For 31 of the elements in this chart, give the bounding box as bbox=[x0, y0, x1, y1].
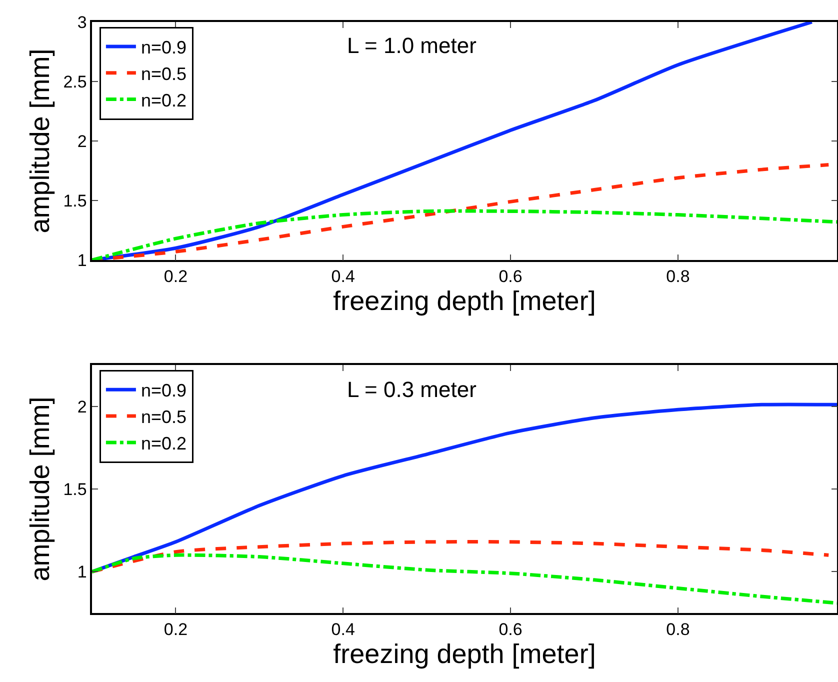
annotation: L = 1.0 meter bbox=[347, 33, 476, 58]
legend-label: n=0.9 bbox=[140, 37, 186, 58]
y-tick-label: 2 bbox=[77, 397, 87, 416]
y-tick-label: 2 bbox=[77, 132, 87, 151]
x-tick-label: 0.8 bbox=[666, 267, 690, 286]
y-tick-label: 1 bbox=[77, 562, 87, 582]
legend-label: n=0.5 bbox=[140, 407, 186, 428]
x-tick-label: 0.8 bbox=[666, 620, 690, 640]
y-tick-label: 1.5 bbox=[63, 480, 87, 499]
y-tick-label: 2.5 bbox=[63, 72, 87, 92]
line-series bbox=[92, 553, 837, 605]
x-tick-label: 0.4 bbox=[331, 267, 355, 286]
line-series bbox=[92, 540, 830, 574]
x-tick-label: 0.6 bbox=[498, 267, 522, 286]
x-tick-label: 0.2 bbox=[164, 267, 188, 286]
y-axis-title: amplitude [mm] bbox=[24, 396, 55, 582]
y-tick-label: 1 bbox=[77, 250, 87, 270]
y-axis-title: amplitude [mm] bbox=[24, 48, 55, 234]
legend-label: n=0.9 bbox=[140, 380, 186, 401]
x-tick-label: 0.6 bbox=[498, 620, 522, 640]
x-tick-label: 0.4 bbox=[331, 620, 355, 640]
legend-label: n=0.2 bbox=[140, 433, 186, 454]
annotation: L = 0.3 meter bbox=[347, 377, 476, 402]
x-axis-title: freezing depth [meter] bbox=[333, 286, 596, 316]
x-axis-title: freezing depth [meter] bbox=[333, 639, 596, 670]
y-tick-label: 3 bbox=[77, 12, 87, 32]
legend-label: n=0.2 bbox=[140, 90, 186, 110]
line-series bbox=[92, 209, 837, 260]
y-tick-label: 1.5 bbox=[63, 191, 87, 210]
legend-label: n=0.5 bbox=[140, 64, 186, 84]
x-tick-label: 0.2 bbox=[164, 620, 188, 640]
